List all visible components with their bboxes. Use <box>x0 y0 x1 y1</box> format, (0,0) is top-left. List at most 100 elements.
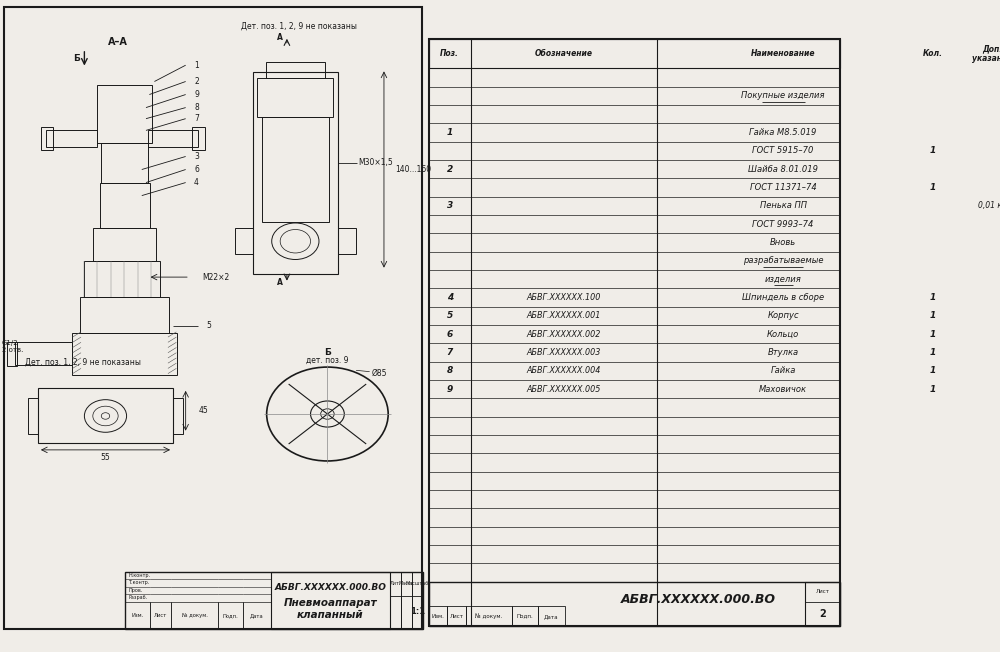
Text: 140...160: 140...160 <box>395 165 431 174</box>
Text: Поз.: Поз. <box>440 50 459 58</box>
Bar <box>72 333 177 375</box>
Text: 5: 5 <box>207 321 212 331</box>
Text: Т.контр.: Т.контр. <box>128 580 150 585</box>
Text: 4: 4 <box>447 293 453 302</box>
Text: Б: Б <box>73 54 80 63</box>
Text: Н.контр.: Н.контр. <box>128 573 150 578</box>
Bar <box>41 127 53 150</box>
Text: 7: 7 <box>447 348 453 357</box>
Text: 1: 1 <box>930 385 936 394</box>
Text: разрабатываемые: разрабатываемые <box>743 256 823 265</box>
Text: дет. поз. 9: дет. поз. 9 <box>306 355 349 364</box>
Text: Пневмоаппарат
клапанный: Пневмоаппарат клапанный <box>284 599 377 620</box>
Bar <box>262 117 329 222</box>
Text: 55: 55 <box>101 453 110 462</box>
Text: 1: 1 <box>930 183 936 192</box>
Bar <box>100 183 150 228</box>
Bar <box>125 572 423 629</box>
Text: 45: 45 <box>198 406 208 415</box>
Text: Втулка: Втулка <box>768 348 799 357</box>
Text: Лист: Лист <box>154 613 167 618</box>
Text: 2: 2 <box>447 165 453 173</box>
Text: № докум.: № докум. <box>182 613 207 618</box>
Text: Дет. поз. 1, 2, 9 не показаны: Дет. поз. 1, 2, 9 не показаны <box>25 357 141 366</box>
Text: Дата: Дата <box>250 613 264 618</box>
Text: Подп.: Подп. <box>222 613 238 618</box>
Text: 1: 1 <box>194 61 199 70</box>
Bar <box>28 398 38 434</box>
Bar <box>148 130 198 147</box>
Text: 9: 9 <box>447 385 453 394</box>
Text: М30×1,5: М30×1,5 <box>359 158 393 168</box>
Text: 1: 1 <box>930 312 936 320</box>
Bar <box>429 606 447 626</box>
Bar <box>125 602 150 629</box>
Bar <box>192 127 205 150</box>
Text: Корпус: Корпус <box>767 312 799 320</box>
Bar <box>38 388 173 443</box>
Text: Лит.: Лит. <box>390 581 401 585</box>
Text: Гайка М8.5.019: Гайка М8.5.019 <box>749 128 817 137</box>
Text: Ø85: Ø85 <box>371 368 387 378</box>
Bar <box>15 342 72 365</box>
Text: 1: 1 <box>447 128 453 137</box>
Text: ГОСТ 5915–70: ГОСТ 5915–70 <box>752 147 814 155</box>
Text: 6: 6 <box>194 165 199 174</box>
Text: 2: 2 <box>194 77 199 86</box>
Text: Разраб.: Разраб. <box>128 595 147 600</box>
Bar <box>218 602 243 629</box>
Bar <box>390 572 401 629</box>
Bar <box>253 72 338 274</box>
Bar <box>466 606 512 626</box>
Bar <box>257 78 333 117</box>
Text: G1/2
2 отв.: G1/2 2 отв. <box>2 340 23 353</box>
Bar <box>412 572 423 629</box>
Text: АБВГ.XXXXXX.002: АБВГ.XXXXXX.002 <box>527 330 601 338</box>
Text: 3: 3 <box>194 152 199 161</box>
Text: Гайка: Гайка <box>770 366 796 376</box>
Bar <box>93 228 156 261</box>
Text: 5: 5 <box>447 312 453 320</box>
Text: М22×2: М22×2 <box>203 273 230 282</box>
Bar <box>338 228 356 254</box>
Text: 8: 8 <box>447 366 453 376</box>
Text: Шайба 8.01.019: Шайба 8.01.019 <box>748 165 818 173</box>
Text: 2: 2 <box>819 608 826 619</box>
Text: Маховичок: Маховичок <box>759 385 807 394</box>
Text: Лист: Лист <box>816 589 830 594</box>
Text: ГОСТ 9993–74: ГОСТ 9993–74 <box>752 220 814 229</box>
Text: 7: 7 <box>194 114 199 123</box>
Text: Дата: Дата <box>544 614 559 619</box>
Text: Изм.: Изм. <box>432 614 444 619</box>
Text: Подп.: Подп. <box>517 614 533 619</box>
Text: 6: 6 <box>447 330 453 338</box>
Text: 1: 1 <box>930 147 936 155</box>
Text: АБВГ.XXXXXX.003: АБВГ.XXXXXX.003 <box>527 348 601 357</box>
Bar <box>150 602 171 629</box>
Bar <box>80 297 169 333</box>
Text: Масштаб: Масштаб <box>406 581 429 585</box>
Text: Б: Б <box>324 348 331 357</box>
Bar <box>101 143 148 183</box>
Text: АБВГ.XXXXXX.000.ВО: АБВГ.XXXXXX.000.ВО <box>620 593 775 606</box>
Text: АБВГ.XXXXXX.100: АБВГ.XXXXXX.100 <box>527 293 601 302</box>
Text: А: А <box>277 33 283 42</box>
Text: АБВГ.XXXXXX.005: АБВГ.XXXXXX.005 <box>527 385 601 394</box>
Text: Шпиндель в сборе: Шпиндель в сборе <box>742 293 824 302</box>
Bar <box>173 398 183 434</box>
Text: АБВГ.XXXXXX.000.ВО: АБВГ.XXXXXX.000.ВО <box>275 584 386 593</box>
Bar <box>97 85 152 143</box>
Bar <box>538 606 565 626</box>
Bar <box>429 39 840 68</box>
Text: 1:1: 1:1 <box>410 608 425 617</box>
Bar <box>271 572 390 629</box>
Text: Наименование: Наименование <box>751 50 815 58</box>
Text: 0,01 кг: 0,01 кг <box>978 201 1000 211</box>
Bar <box>243 602 271 629</box>
Text: Масса: Масса <box>399 581 414 585</box>
Text: 1: 1 <box>930 348 936 357</box>
Text: А–А: А–А <box>108 37 128 48</box>
Text: Покупные изделия: Покупные изделия <box>741 91 825 100</box>
Bar <box>805 582 840 626</box>
Text: 3: 3 <box>447 201 453 211</box>
